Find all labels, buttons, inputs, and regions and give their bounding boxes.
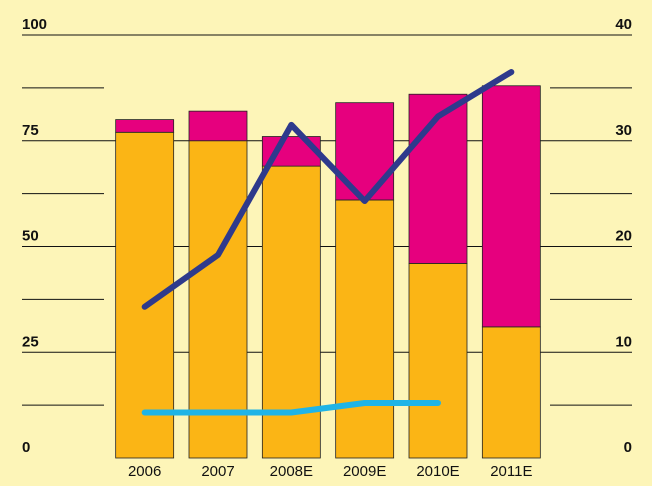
x-tick-label: 2010E: [416, 463, 459, 480]
y-tick-label: 100: [22, 16, 47, 33]
line: [141, 69, 515, 310]
x-tick-label: 2011E: [490, 463, 532, 480]
y2-tick-label: 0: [624, 439, 632, 456]
y2-tick-label: 40: [615, 16, 632, 33]
y-tick-label: 50: [22, 228, 39, 245]
bar: [335, 199, 395, 459]
bar: [188, 140, 248, 459]
y-tick-label: 0: [22, 439, 30, 456]
bar: [408, 263, 468, 459]
line: [141, 400, 441, 416]
bar: [188, 110, 248, 142]
bar: [481, 326, 541, 459]
bar: [335, 102, 395, 201]
y-tick-label: 75: [22, 122, 39, 139]
y2-tick-label: 10: [615, 333, 632, 350]
bar: [481, 85, 541, 328]
y-tick-label: 25: [22, 333, 39, 350]
y2-tick-label: 30: [615, 122, 632, 139]
x-tick-label: 2007: [201, 463, 234, 480]
y2-tick-label: 20: [615, 228, 632, 245]
bar: [115, 119, 175, 133]
x-tick-label: 2006: [128, 463, 161, 480]
x-tick-label: 2008E: [270, 463, 313, 480]
bar: [408, 93, 468, 264]
x-tick-label: 2009E: [343, 463, 386, 480]
